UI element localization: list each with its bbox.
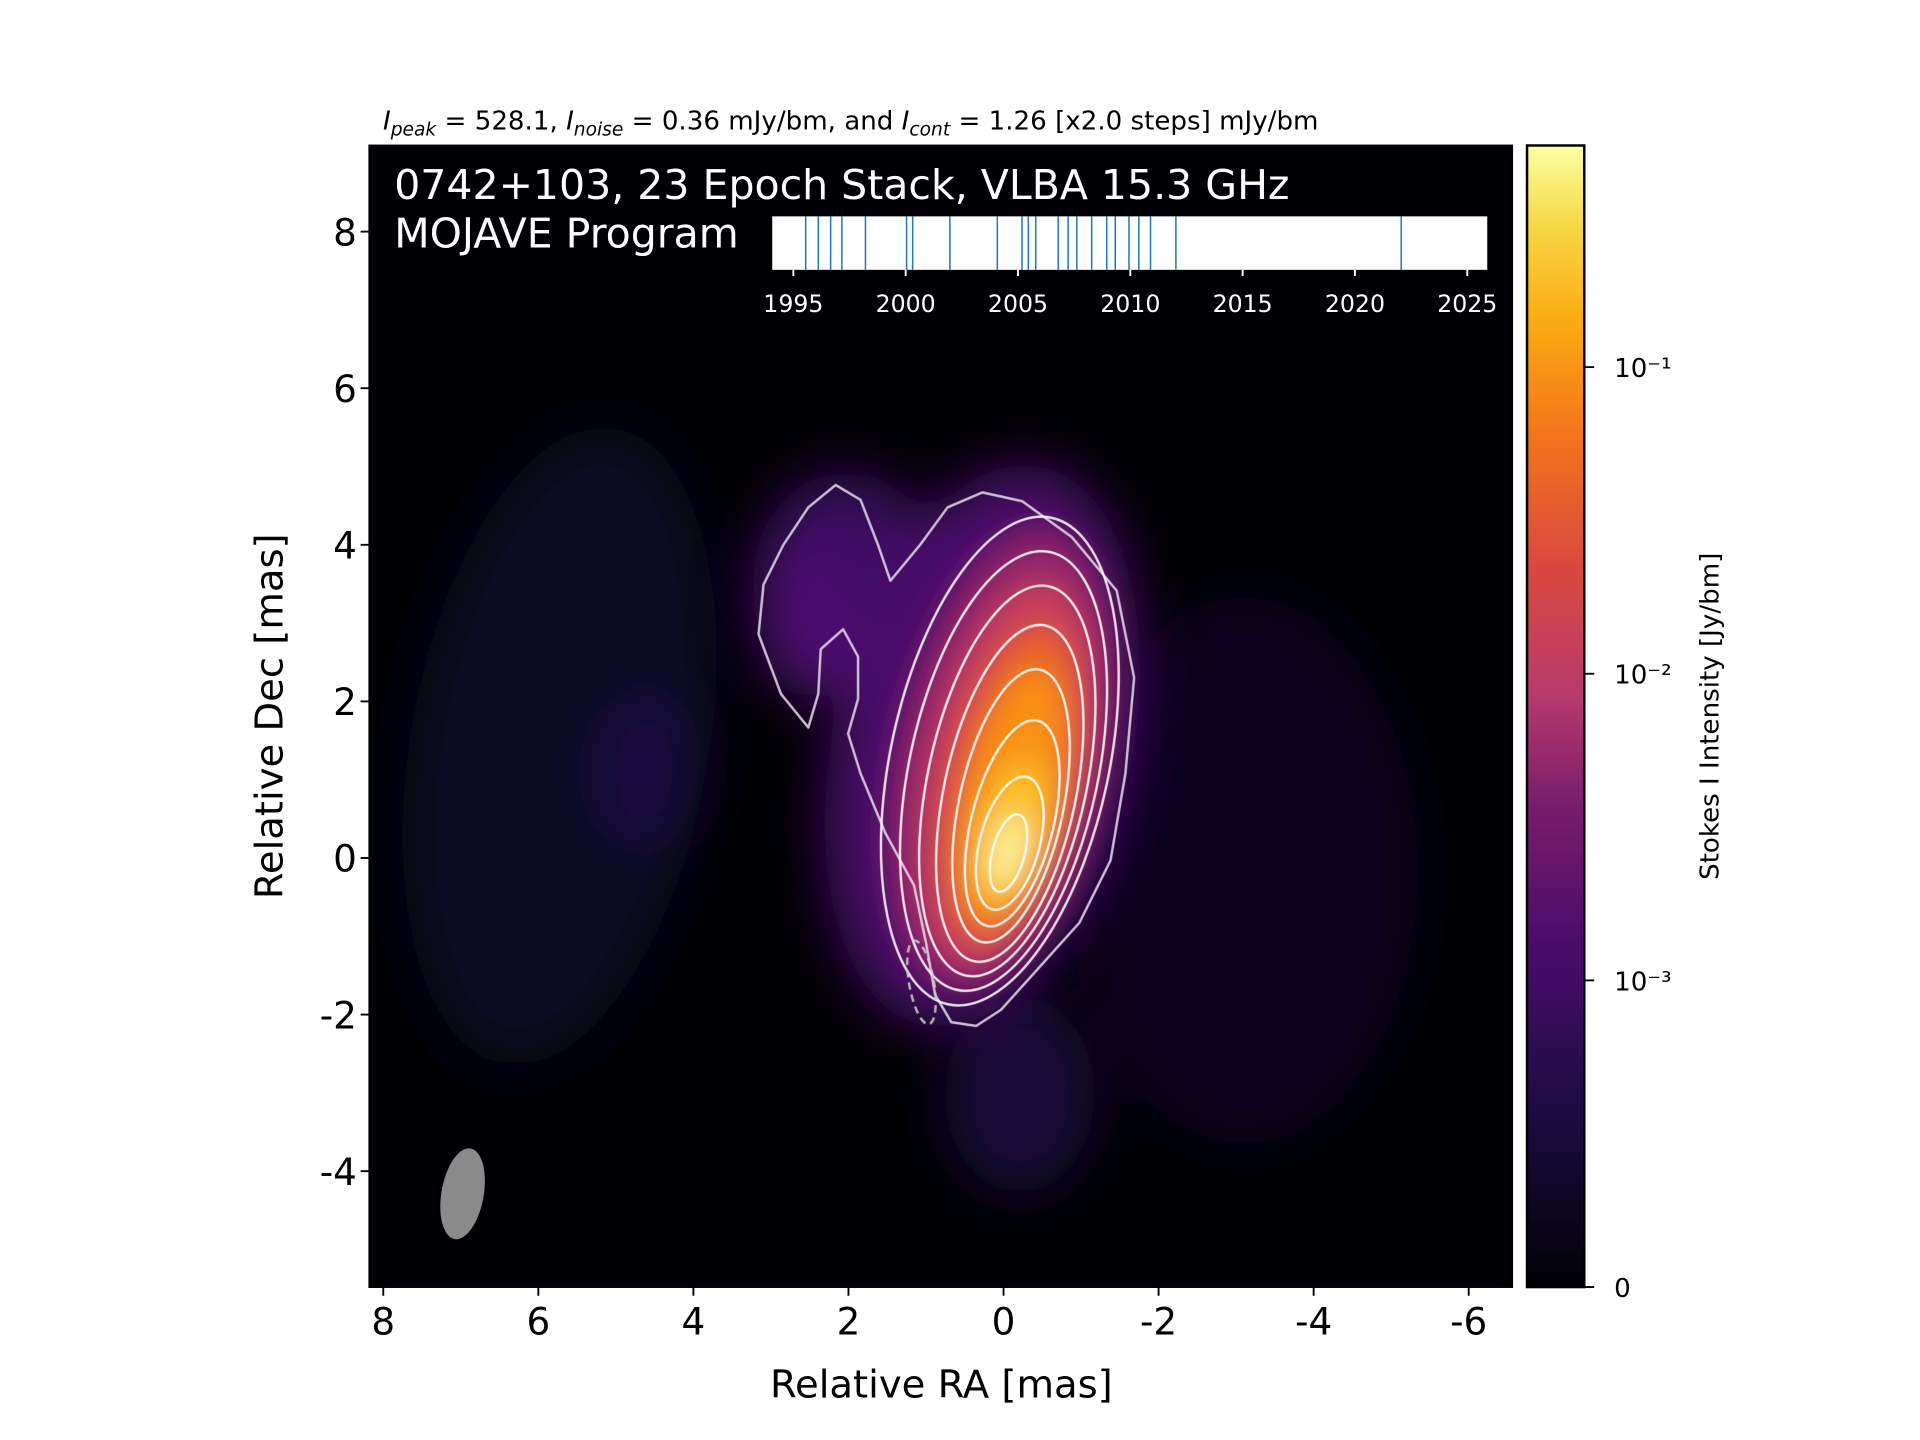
colorbar-tick-label: 10⁻³ [1614, 967, 1671, 997]
title-part: = 1.26 [x2.0 steps] mJy/bm [950, 106, 1318, 136]
inset-tick-label: 2010 [1100, 290, 1160, 318]
contours [757, 483, 1136, 1028]
x-tick-label: 4 [682, 1299, 706, 1343]
colorbar-tick-label: 10⁻¹ [1614, 354, 1671, 384]
title-part: I [566, 106, 574, 136]
x-tick-label: 2 [837, 1299, 861, 1343]
x-tick-label: 0 [992, 1299, 1016, 1343]
title-part: = 0.36 mJy/bm, and [623, 106, 901, 136]
x-axis-label: Relative RA [mas] [770, 1363, 1113, 1408]
intensity-image [369, 145, 1513, 1288]
inset-tick-label: 2025 [1437, 290, 1497, 318]
inset-tick-label: 2015 [1213, 290, 1273, 318]
title-part: I [902, 106, 910, 136]
x-tick-label: 6 [526, 1299, 550, 1343]
title-part: I [383, 106, 391, 136]
x-tick-label: -6 [1450, 1299, 1487, 1343]
y-tick-label: -4 [320, 1150, 357, 1194]
y-axis-label: Relative Dec [mas] [247, 533, 292, 899]
colorbar-tick-label: 10⁻² [1614, 661, 1671, 691]
x-tick-label: 8 [371, 1299, 395, 1343]
colorbar [1525, 144, 1586, 1289]
y-tick-label: 2 [333, 680, 357, 724]
chart-title: Ipeak = 528.1, Inoise = 0.36 mJy/bm, and… [383, 106, 1318, 140]
x-tick-label: -2 [1140, 1299, 1177, 1343]
y-tick-label: -2 [320, 993, 357, 1037]
title-part: noise [574, 120, 624, 141]
y-tick-label: 0 [333, 837, 357, 881]
title-part: peak [390, 120, 438, 141]
annotation: MOJAVE Program [394, 209, 739, 257]
annotation: 0742+103, 23 Epoch Stack, VLBA 15.3 GHz [394, 161, 1289, 209]
y-tick-label: 8 [333, 210, 357, 254]
beam [440, 1148, 485, 1240]
colorbar-label: Stokes I Intensity [Jy/bm] [1696, 553, 1726, 880]
y-tick-label: 6 [333, 367, 357, 411]
title-part: cont [909, 120, 950, 141]
inset-tick-label: 2005 [988, 290, 1048, 318]
title-part: = 528.1, [436, 106, 566, 136]
inset-tick-label: 2000 [876, 290, 936, 318]
x-tick-label: -4 [1295, 1299, 1332, 1343]
inset-tick-label: 1995 [763, 290, 823, 318]
inset-tick-label: 2020 [1325, 290, 1385, 318]
y-tick-label: 4 [333, 523, 357, 567]
inset-frame [772, 216, 1488, 270]
plot-frame [368, 144, 1514, 1288]
colorbar-tick-label: 0 [1614, 1274, 1631, 1304]
